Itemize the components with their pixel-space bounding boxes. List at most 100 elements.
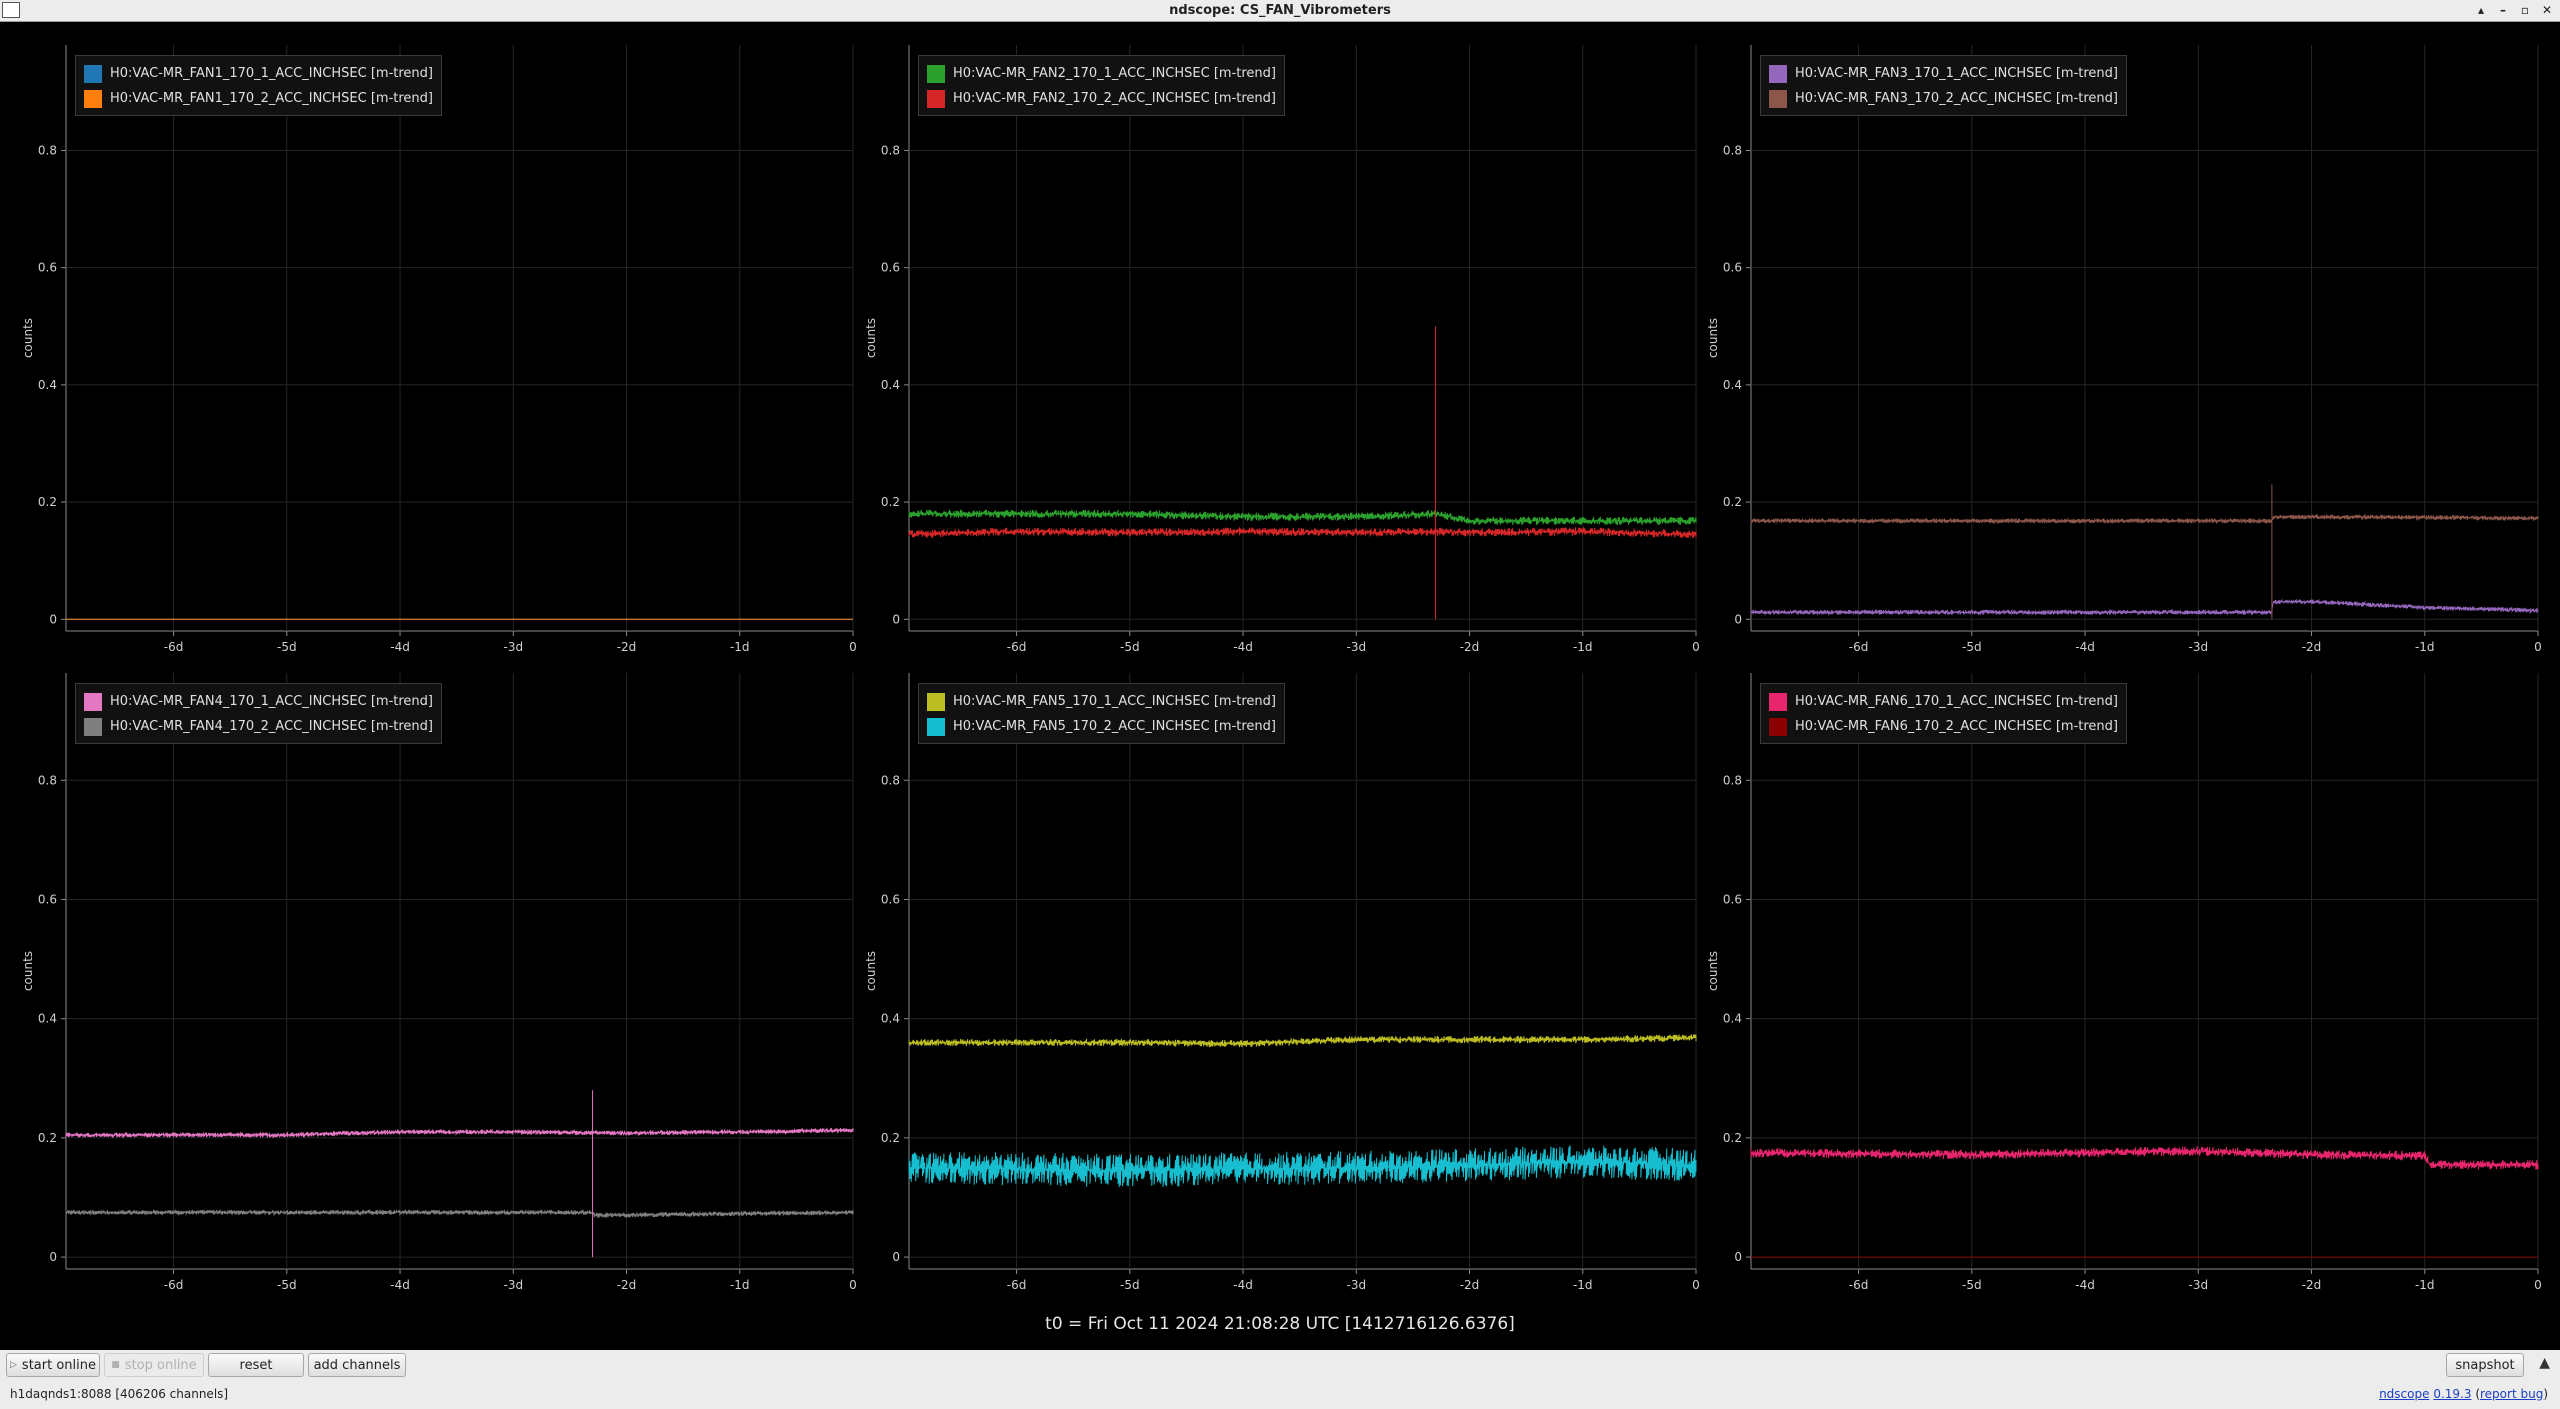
app-window-icon[interactable] xyxy=(2,2,20,18)
ndscope-link[interactable]: ndscope xyxy=(2379,1387,2430,1401)
shade-window-icon[interactable]: ▴ xyxy=(2477,3,2485,17)
legend-swatch xyxy=(927,64,945,83)
plot-fan5[interactable]: 0 0.2 0.4 0.6 0.8 -6d -5d -4d -3d -2d -1d 0 counts H… xyxy=(853,656,1701,1296)
y-axis-label: counts xyxy=(864,318,878,358)
x-tick-label: -1d xyxy=(2415,640,2435,654)
x-tick-label: 0 xyxy=(849,640,857,654)
series-line xyxy=(1750,513,2539,525)
plot-legend[interactable]: H0:VAC-MR_FAN2_170_1_ACC_INCHSEC [m-tren… xyxy=(918,55,1285,116)
add-channels-button[interactable]: add channels xyxy=(308,1353,406,1377)
legend-entry[interactable]: H0:VAC-MR_FAN3_170_2_ACC_INCHSEC [m-tren… xyxy=(1769,86,2118,111)
x-tick-label: -3d xyxy=(503,1278,523,1292)
legend-entry[interactable]: H0:VAC-MR_FAN1_170_1_ACC_INCHSEC [m-tren… xyxy=(84,61,433,86)
legend-swatch xyxy=(1769,89,1787,108)
legend-label: H0:VAC-MR_FAN4_170_1_ACC_INCHSEC [m-tren… xyxy=(110,694,433,709)
channel-count: [406206 channels] xyxy=(115,1387,229,1401)
x-tick-label: 0 xyxy=(2534,1278,2542,1292)
plot-fan2[interactable]: 0 0.2 0.4 0.6 0.8 -6d -5d -4d -3d -2d -1d 0 counts H… xyxy=(853,28,1701,658)
plot-fan3[interactable]: 0 0.2 0.4 0.6 0.8 -6d -5d -4d -3d -2d -1d 0 counts H… xyxy=(1695,28,2543,658)
version-link[interactable]: 0.19.3 xyxy=(2433,1387,2472,1401)
y-axis-label: counts xyxy=(21,318,35,358)
plot-canvas[interactable]: 0 0.2 0.4 0.6 0.8 -6d -5d -4d -3d -2d -1d 0 counts xyxy=(853,28,1701,658)
stop-online-label: stop online xyxy=(124,1357,197,1373)
legend-entry[interactable]: H0:VAC-MR_FAN4_170_1_ACC_INCHSEC [m-tren… xyxy=(84,689,433,714)
stop-online-button[interactable]: ■ stop online xyxy=(104,1353,204,1377)
legend-label: H0:VAC-MR_FAN1_170_2_ACC_INCHSEC [m-tren… xyxy=(110,91,433,106)
x-tick-label: -2d xyxy=(617,1278,637,1292)
series-line xyxy=(908,509,1697,526)
legend-label: H0:VAC-MR_FAN1_170_1_ACC_INCHSEC [m-tren… xyxy=(110,66,433,81)
window-title: ndscope: CS_FAN_Vibrometers xyxy=(1169,3,1391,18)
y-axis-label: counts xyxy=(1706,318,1720,358)
report-bug-link[interactable]: report bug xyxy=(2480,1387,2544,1401)
plot-fan6[interactable]: 0 0.2 0.4 0.6 0.8 -6d -5d -4d -3d -2d -1d 0 counts H… xyxy=(1695,656,2543,1296)
y-tick-label: 0.6 xyxy=(38,892,57,906)
reset-button[interactable]: reset xyxy=(208,1353,304,1377)
minimize-window-icon[interactable]: – xyxy=(2500,3,2506,17)
legend-label: H0:VAC-MR_FAN2_170_1_ACC_INCHSEC [m-tren… xyxy=(953,66,1276,81)
legend-swatch xyxy=(927,89,945,108)
legend-swatch xyxy=(927,717,945,736)
x-tick-label: -2d xyxy=(1460,1278,1480,1292)
legend-label: H0:VAC-MR_FAN6_170_1_ACC_INCHSEC [m-tren… xyxy=(1795,694,2118,709)
y-tick-label: 0.6 xyxy=(1723,261,1742,275)
legend-entry[interactable]: H0:VAC-MR_FAN3_170_1_ACC_INCHSEC [m-tren… xyxy=(1769,61,2118,86)
x-tick-label: 0 xyxy=(1692,640,1700,654)
plot-legend[interactable]: H0:VAC-MR_FAN5_170_1_ACC_INCHSEC [m-tren… xyxy=(918,683,1285,744)
legend-entry[interactable]: H0:VAC-MR_FAN5_170_1_ACC_INCHSEC [m-tren… xyxy=(927,689,1276,714)
maximize-window-icon[interactable]: ▫ xyxy=(2520,3,2530,17)
legend-label: H0:VAC-MR_FAN3_170_2_ACC_INCHSEC [m-tren… xyxy=(1795,91,2118,106)
plot-legend[interactable]: H0:VAC-MR_FAN1_170_1_ACC_INCHSEC [m-tren… xyxy=(75,55,442,116)
snapshot-button[interactable]: snapshot xyxy=(2446,1353,2524,1377)
x-tick-label: 0 xyxy=(1692,1278,1700,1292)
plot-canvas[interactable]: 0 0.2 0.4 0.6 0.8 -6d -5d -4d -3d -2d -1d 0 counts xyxy=(1695,656,2543,1296)
y-tick-label: 0.8 xyxy=(881,773,900,787)
play-icon: ▷ xyxy=(10,1360,17,1370)
nds-status: h1daqnds1:8088 [406206 channels] xyxy=(10,1387,228,1401)
x-tick-label: -4d xyxy=(2075,1278,2095,1292)
plot-canvas[interactable]: 0 0.2 0.4 0.6 0.8 -6d -5d -4d -3d -2d -1d 0 counts xyxy=(853,656,1701,1296)
x-tick-label: -6d xyxy=(1007,640,1027,654)
y-tick-label: 0.8 xyxy=(38,773,57,787)
legend-entry[interactable]: H0:VAC-MR_FAN4_170_2_ACC_INCHSEC [m-tren… xyxy=(84,714,433,739)
x-tick-label: -5d xyxy=(1120,1278,1140,1292)
plot-legend[interactable]: H0:VAC-MR_FAN4_170_1_ACC_INCHSEC [m-tren… xyxy=(75,683,442,744)
plot-canvas[interactable]: 0 0.2 0.4 0.6 0.8 -6d -5d -4d -3d -2d -1d 0 counts xyxy=(10,28,858,658)
plot-fan4[interactable]: 0 0.2 0.4 0.6 0.8 -6d -5d -4d -3d -2d -1d 0 counts H… xyxy=(10,656,858,1296)
x-tick-label: -4d xyxy=(1233,640,1253,654)
x-tick-label: -4d xyxy=(390,640,410,654)
y-tick-label: 0.6 xyxy=(1723,892,1742,906)
series-line xyxy=(908,527,1697,539)
control-bar: ▷ start online ■ stop online reset add cha… xyxy=(0,1350,2560,1409)
app-version-info: ndscope 0.19.3 (report bug) xyxy=(2379,1387,2548,1401)
legend-entry[interactable]: H0:VAC-MR_FAN1_170_2_ACC_INCHSEC [m-tren… xyxy=(84,86,433,111)
x-tick-label: -2d xyxy=(2302,1278,2322,1292)
series-line xyxy=(908,1034,1697,1048)
y-tick-label: 0.8 xyxy=(1723,143,1742,157)
plot-fan1[interactable]: 0 0.2 0.4 0.6 0.8 -6d -5d -4d -3d -2d -1d 0 counts H… xyxy=(10,28,858,658)
y-tick-label: 0.2 xyxy=(881,495,900,509)
legend-entry[interactable]: H0:VAC-MR_FAN2_170_1_ACC_INCHSEC [m-tren… xyxy=(927,61,1276,86)
legend-entry[interactable]: H0:VAC-MR_FAN6_170_1_ACC_INCHSEC [m-tren… xyxy=(1769,689,2118,714)
close-window-icon[interactable]: ✕ xyxy=(2541,3,2553,17)
x-tick-label: -3d xyxy=(1346,1278,1366,1292)
window-titlebar: ndscope: CS_FAN_Vibrometers ▴ – ▫ ✕ xyxy=(0,0,2560,22)
x-tick-label: -6d xyxy=(1849,640,1869,654)
collapse-toolbar-icon[interactable]: ▲ xyxy=(2539,1355,2550,1371)
x-tick-label: -6d xyxy=(1849,1278,1869,1292)
plot-legend[interactable]: H0:VAC-MR_FAN3_170_1_ACC_INCHSEC [m-tren… xyxy=(1760,55,2127,116)
plot-canvas[interactable]: 0 0.2 0.4 0.6 0.8 -6d -5d -4d -3d -2d -1d 0 counts xyxy=(10,656,858,1296)
legend-swatch xyxy=(84,64,102,83)
legend-label: H0:VAC-MR_FAN3_170_1_ACC_INCHSEC [m-tren… xyxy=(1795,66,2118,81)
start-online-button[interactable]: ▷ start online xyxy=(6,1353,100,1377)
y-tick-label: 0.4 xyxy=(881,1012,900,1026)
x-tick-label: -2d xyxy=(617,640,637,654)
plot-legend[interactable]: H0:VAC-MR_FAN6_170_1_ACC_INCHSEC [m-tren… xyxy=(1760,683,2127,744)
legend-entry[interactable]: H0:VAC-MR_FAN2_170_2_ACC_INCHSEC [m-tren… xyxy=(927,86,1276,111)
stop-icon: ■ xyxy=(111,1360,120,1370)
plot-canvas[interactable]: 0 0.2 0.4 0.6 0.8 -6d -5d -4d -3d -2d -1d 0 counts xyxy=(1695,28,2543,658)
x-tick-label: -1d xyxy=(1573,1278,1593,1292)
legend-entry[interactable]: H0:VAC-MR_FAN5_170_2_ACC_INCHSEC [m-tren… xyxy=(927,714,1276,739)
y-tick-label: 0.2 xyxy=(38,1131,57,1145)
legend-entry[interactable]: H0:VAC-MR_FAN6_170_2_ACC_INCHSEC [m-tren… xyxy=(1769,714,2118,739)
